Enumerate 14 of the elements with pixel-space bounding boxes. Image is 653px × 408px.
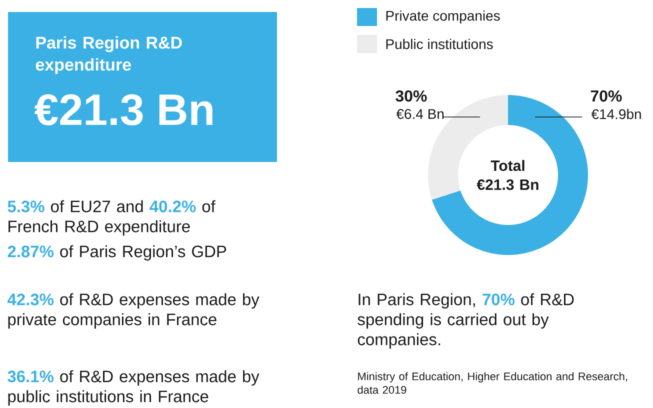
text: 2.87% of Paris Region’s GDP [8, 245, 226, 261]
text: €14.9bn [591, 108, 641, 120]
data-label: 30% [396, 90, 427, 102]
text: 42.3% of R&D expenses made by private companies in France [7, 293, 260, 329]
text: In Paris Region, 70% of R&D spending is carried out by companies. [358, 293, 574, 349]
text: Total €21.3 Bn [476, 160, 538, 190]
text: 36.1% of R&D expenses made by public institutions in France [8, 370, 260, 406]
legend-label: Private companies [386, 10, 500, 24]
text: €21.3 Bn [34, 94, 212, 126]
legend-label: Public institutions [386, 38, 493, 50]
text: Paris Region R&D expenditure [36, 36, 182, 74]
text: €6.4 Bn [396, 109, 444, 119]
text: Ministry of Education, Higher Education and Research, data 2019 [358, 372, 628, 394]
data-label: 70% [590, 90, 622, 102]
